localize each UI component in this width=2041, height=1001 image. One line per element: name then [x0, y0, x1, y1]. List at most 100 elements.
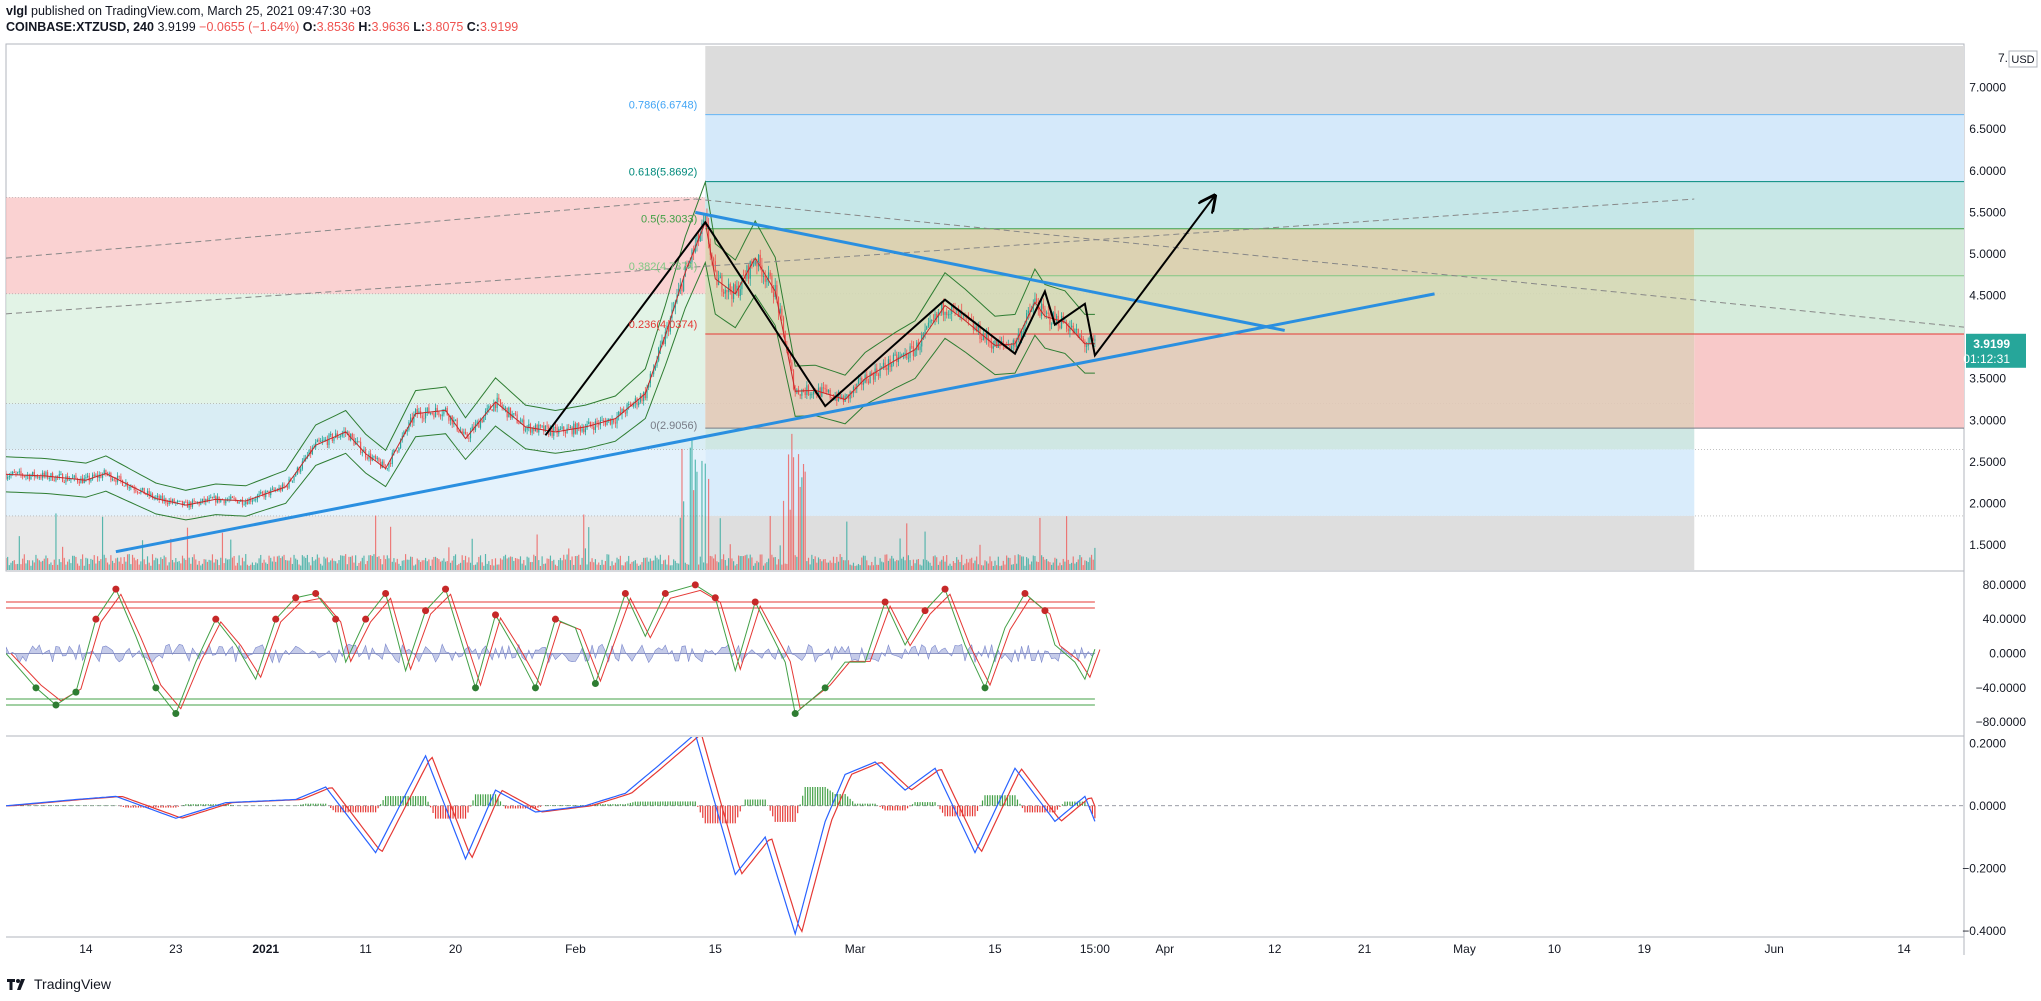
candle-body: [684, 265, 686, 276]
volume-bar: [869, 565, 871, 570]
volume-bar: [709, 555, 711, 570]
candle-body: [90, 479, 92, 482]
fib-label: 0.5(5.3033): [641, 214, 697, 226]
volume-bar: [912, 559, 914, 570]
candle-body: [100, 474, 102, 478]
stoch-signal-dot: [921, 607, 929, 615]
candle-body: [917, 342, 919, 350]
candle-body: [291, 480, 293, 482]
volume-bar: [370, 555, 372, 570]
candle-body: [566, 427, 568, 434]
volume-bar: [827, 562, 830, 570]
volume-bar: [313, 560, 315, 570]
candle-body: [1054, 312, 1056, 322]
candle-body: [398, 447, 400, 452]
stoch-signal-dot: [172, 710, 180, 718]
candle-body: [258, 493, 260, 496]
volume-bar: [684, 562, 686, 570]
stoch-signal-dot: [312, 589, 320, 597]
candle-body: [624, 412, 626, 414]
candle-body: [593, 426, 595, 430]
volume-bar: [37, 558, 39, 570]
volume-bar: [614, 562, 616, 570]
candle-body: [183, 501, 185, 506]
dashed-line: [6, 198, 696, 259]
symbol-label: COINBASE:XTZUSD, 240: [6, 20, 154, 34]
volume-bar: [278, 555, 280, 570]
candle-body: [340, 435, 342, 437]
candle-body: [994, 340, 996, 347]
volume-bar: [964, 563, 966, 570]
volume-bar: [926, 559, 928, 570]
volume-bar: [616, 557, 618, 570]
footer[interactable]: TradingView: [6, 973, 111, 995]
volume-bar: [767, 558, 770, 570]
candle-body: [776, 285, 778, 298]
volume-bar: [47, 558, 49, 570]
volume-bar: [969, 558, 971, 570]
volume-bar: [812, 559, 815, 570]
volume-bar: [30, 565, 32, 570]
volume-bar: [421, 560, 423, 570]
volume-bar: [583, 514, 585, 570]
candle-body: [1074, 328, 1076, 334]
volume-bar: [265, 562, 267, 570]
volume-bar: [904, 560, 906, 570]
candle-body: [534, 424, 537, 432]
volume-bar: [701, 460, 703, 570]
candle-body: [609, 418, 611, 425]
candle-body: [243, 504, 245, 506]
volume-bar: [466, 562, 468, 570]
volume-bar: [1046, 559, 1048, 570]
volume-bar: [35, 554, 37, 570]
volume-bar: [255, 562, 257, 570]
candle-body: [160, 495, 162, 500]
volume-bar: [649, 558, 651, 570]
candle-body: [616, 416, 618, 424]
volume-bar: [191, 557, 194, 570]
macd-signal-line: [6, 737, 1096, 933]
volume-bar: [593, 562, 595, 570]
volume-bar: [261, 562, 263, 570]
volume-bar: [761, 554, 763, 570]
candle-body: [288, 479, 290, 488]
volume-bar: [857, 563, 860, 570]
candle-body: [583, 428, 585, 433]
candle-body: [686, 265, 688, 267]
candle-body: [1036, 298, 1038, 303]
fib-zone: [1694, 275, 1964, 335]
candle-body: [867, 381, 870, 384]
candle-body: [513, 413, 515, 415]
volume-bar: [668, 555, 670, 570]
candle-body: [12, 471, 14, 475]
volume-bar: [619, 555, 621, 570]
volume-bar: [874, 556, 876, 570]
candle-body: [561, 426, 563, 429]
candle-body: [238, 501, 240, 504]
candle-body: [546, 425, 548, 427]
volume-bar: [1042, 556, 1044, 570]
candle-body: [716, 270, 718, 286]
volume-bar: [434, 556, 437, 570]
price-tick-label: 2.0000: [1969, 496, 2006, 510]
volume-bar: [891, 555, 893, 570]
stoch-signal-dot: [531, 684, 539, 692]
volume-bar: [133, 557, 135, 570]
volume-bar: [306, 554, 308, 570]
volume-bar: [581, 557, 583, 570]
author-name[interactable]: vlgl: [6, 4, 28, 18]
volume-bar: [979, 544, 981, 570]
volume-bar: [836, 556, 838, 570]
stoch-signal-dot: [1041, 607, 1049, 615]
candle-body: [168, 500, 170, 505]
volume-bar: [496, 564, 498, 570]
volume-bar: [165, 557, 167, 570]
candle-body: [611, 418, 613, 425]
candle-body: [176, 500, 179, 503]
candle-body: [564, 431, 567, 434]
candle-body: [88, 475, 90, 482]
volume-bar: [53, 559, 55, 570]
candle-body: [433, 413, 435, 418]
volume-bar: [751, 557, 753, 570]
